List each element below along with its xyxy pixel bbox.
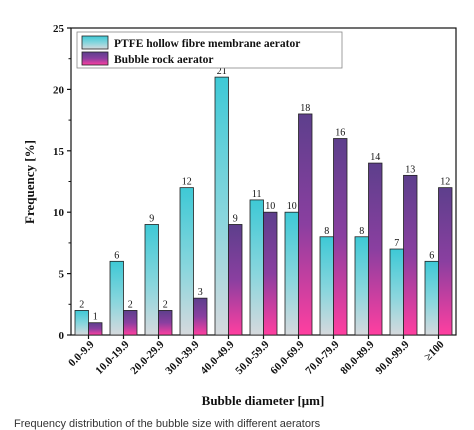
y-tick-label: 0 (59, 330, 65, 342)
bar-ptfe (214, 76, 229, 336)
bar-value-label-bubble-rock: 12 (440, 177, 450, 188)
bar-bubble-rock (333, 138, 348, 336)
bar-ptfe (389, 248, 404, 336)
x-axis-title: Bubble diameter [μm] (202, 393, 325, 408)
bar-ptfe (74, 310, 89, 336)
bar-value-label-bubble-rock: 2 (163, 299, 168, 310)
bar-ptfe (144, 224, 159, 336)
y-tick-label: 5 (59, 269, 65, 281)
bar-ptfe (424, 260, 439, 336)
bar-value-label-bubble-rock: 1 (93, 312, 98, 323)
bar-value-label-ptfe: 10 (287, 201, 297, 212)
bar-bubble-rock (193, 297, 208, 336)
bar-value-label-ptfe: 9 (149, 213, 154, 224)
bar-ptfe (179, 187, 194, 336)
bar-value-label-bubble-rock: 10 (265, 201, 275, 212)
bar-ptfe (354, 236, 369, 336)
legend-label-bubble-rock: Bubble rock aerator (114, 54, 213, 66)
bars (74, 76, 453, 336)
bar-value-label-bubble-rock: 18 (300, 103, 310, 114)
legend-box (76, 31, 343, 69)
bar-bubble-rock (438, 187, 453, 336)
bar-value-label-ptfe: 11 (252, 189, 262, 200)
bar-value-label-bubble-rock: 3 (198, 287, 203, 298)
bar-value-label-bubble-rock: 9 (233, 213, 238, 224)
x-axis: 0.0-9.910.0-19.920.0-29.930.0-39.940.0-4… (66, 335, 447, 377)
bar-value-label-ptfe: 6 (429, 250, 434, 261)
x-tick-label: 0.0-9.9 (66, 338, 97, 369)
x-tick-label: 30.0-39.9 (163, 338, 202, 377)
bar-bubble-rock (228, 224, 243, 336)
x-tick-label: 70.0-79.9 (303, 338, 342, 377)
legend-label-ptfe: PTFE hollow fibre membrane aerator (114, 38, 300, 50)
x-tick-label: ≥100 (422, 338, 447, 363)
x-tick-label: 20.0-29.9 (128, 338, 167, 377)
bar-bubble-rock (263, 211, 278, 336)
y-axis-title: Frequency [%] (22, 140, 37, 224)
legend-swatch-ptfe (81, 35, 109, 50)
x-tick-label: 40.0-49.9 (198, 338, 237, 377)
bar-value-label-ptfe: 21 (217, 66, 227, 77)
figure-caption: Frequency distribution of the bubble siz… (14, 419, 321, 430)
bar-bubble-rock (158, 310, 173, 336)
bar-value-label-bubble-rock: 16 (335, 128, 345, 139)
x-tick-label: 60.0-69.9 (268, 338, 307, 377)
bar-value-label-ptfe: 8 (359, 226, 364, 237)
legend-swatch-bubble-rock (81, 51, 109, 66)
x-tick-label: 50.0-59.9 (233, 338, 272, 377)
bar-bubble-rock (298, 113, 313, 336)
bar-ptfe (284, 211, 299, 336)
bar-value-label-ptfe: 12 (182, 177, 192, 188)
y-tick-label: 25 (53, 23, 65, 35)
bar-ptfe (319, 236, 334, 336)
bar-ptfe (109, 260, 124, 336)
bar-value-label-ptfe: 2 (79, 299, 84, 310)
bar-bubble-rock (368, 162, 383, 336)
x-tick-label: 90.0-99.9 (373, 338, 412, 377)
y-tick-label: 10 (53, 207, 65, 219)
bar-ptfe (249, 199, 264, 336)
bar-value-label-bubble-rock: 2 (128, 299, 133, 310)
x-tick-label: 80.0-89.9 (338, 338, 377, 377)
bar-bubble-rock (123, 310, 138, 336)
y-axis: 0 5 10 15 20 25 (53, 23, 71, 342)
bar-bubble-rock (403, 174, 418, 336)
bar-value-label-ptfe: 6 (114, 250, 119, 261)
bar-value-label-ptfe: 8 (324, 226, 329, 237)
y-tick-label: 15 (53, 146, 65, 158)
x-tick-label: 10.0-19.9 (93, 338, 132, 377)
bar-bubble-rock (88, 322, 103, 336)
bar-value-label-bubble-rock: 14 (370, 152, 380, 163)
y-tick-label: 20 (53, 84, 65, 96)
bar-value-label-bubble-rock: 13 (405, 164, 415, 175)
legend: PTFE hollow fibre membrane aerator Bubbl… (76, 31, 343, 69)
bar-value-label-ptfe: 7 (394, 238, 399, 249)
